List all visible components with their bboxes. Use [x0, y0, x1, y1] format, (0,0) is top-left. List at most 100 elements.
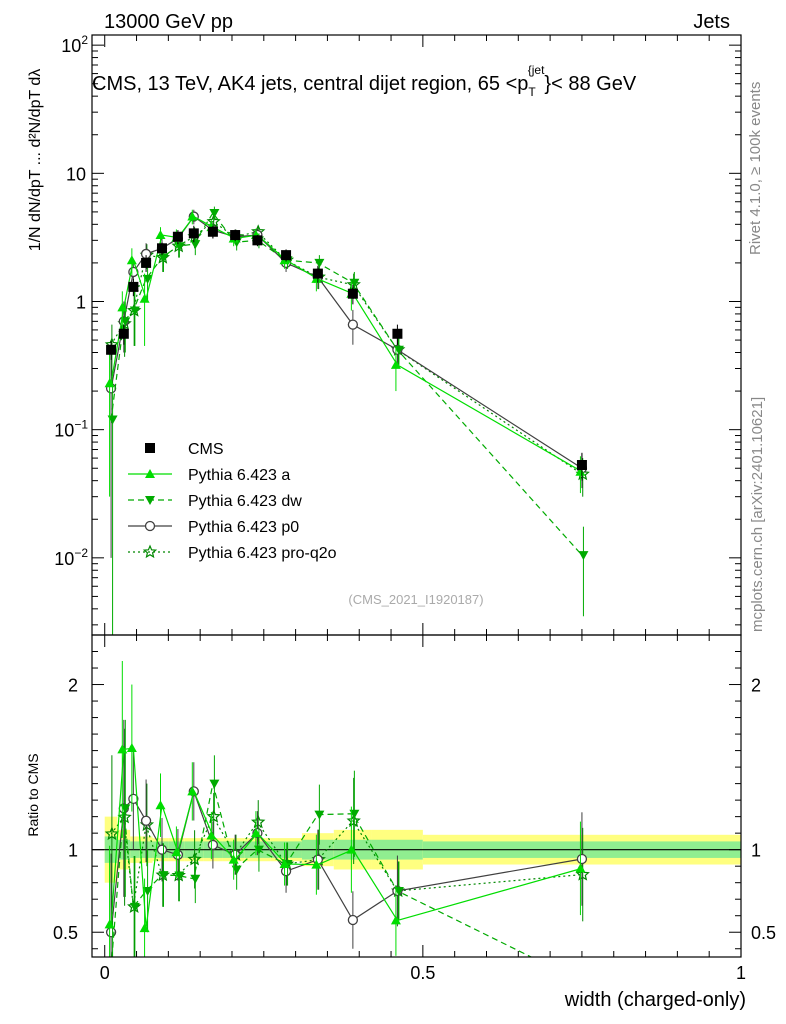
legend-label: Pythia 6.423 a: [188, 467, 290, 484]
data-point: [172, 231, 183, 242]
data-point: [190, 240, 201, 250]
data-point: [106, 344, 117, 355]
data-point: [576, 460, 587, 471]
series-cms: [106, 225, 587, 481]
ratio-point: [206, 809, 221, 823]
chart-title-pre: CMS, 13 TeV, AK4 jets, central dijet reg…: [92, 73, 528, 95]
data-point: [346, 277, 361, 291]
ratio-point: [117, 744, 128, 754]
y-axis-label-main: 1/N dN/dpT ... d²N/dpT dλ: [27, 69, 44, 252]
ratio-panel: 0 0.5 10.5 0.51 12 2: [53, 634, 776, 987]
chart-title-post: }< 88 GeV: [544, 73, 636, 95]
chart-title: CMS, 13 TeV, AK4 jets, central dijet reg…: [92, 63, 637, 99]
data-point: [139, 293, 150, 303]
legend-entry: Pythia 6.423 dw: [128, 493, 302, 510]
data-point: [347, 319, 359, 330]
main-series: [104, 206, 590, 635]
y-axis-label-ratio: Ratio to CMS: [25, 753, 41, 836]
ratio-point: [128, 793, 139, 805]
ratio-point: [104, 826, 120, 841]
ratio-frame: [91, 634, 742, 958]
ratio-point: [576, 853, 588, 865]
data-point: [187, 211, 198, 221]
data-point: [104, 378, 115, 388]
data-point: [188, 228, 199, 239]
ratio-y-tick-label-right: 0.5: [751, 923, 776, 943]
series-pythia-6-423-a: [104, 209, 586, 497]
ratio-point: [156, 844, 168, 855]
ratio-y-tick-label: 1: [68, 841, 78, 861]
analysis-id: (CMS_2021_I1920187): [348, 592, 483, 607]
y-tick-label: 10−1: [54, 418, 88, 441]
ratio-line: [110, 815, 582, 907]
ratio-line: [111, 783, 533, 957]
legend-entry: CMS: [145, 441, 224, 458]
category-label: Jets: [693, 11, 730, 33]
series-line: [110, 215, 583, 473]
legend-entry: Pythia 6.423 p0: [128, 519, 299, 536]
ratio-point: [209, 779, 220, 789]
x-tick-label: 1: [736, 963, 746, 983]
legend-marker: [145, 469, 155, 478]
legend-label: Pythia 6.423 pro-q2o: [188, 545, 337, 562]
series-pythia-6-423-pro-q2o: [104, 214, 590, 497]
series-line: [110, 211, 583, 556]
ratio-pythia-6-423-a: [104, 660, 586, 957]
ratio-point: [158, 871, 169, 881]
ratio-point: [279, 859, 290, 869]
y-tick-label: 10: [66, 164, 86, 184]
data-point: [155, 230, 166, 240]
data-point: [281, 250, 292, 261]
ratio-point: [578, 978, 588, 987]
legend: CMS Pythia 6.423 a Pythia 6.423 dw Pythia 6…: [128, 441, 337, 562]
data-point: [141, 257, 152, 268]
ratio-point: [346, 813, 361, 828]
legend-label: CMS: [188, 441, 224, 458]
ratio-point: [311, 859, 322, 869]
y-label-text: 1/N dN/dpT ... d²N/dpT dλ: [27, 69, 44, 252]
legend-entry: Pythia 6.423 a: [128, 467, 290, 484]
y-tick-exp: −1: [74, 418, 88, 432]
data-point: [128, 281, 139, 292]
y-tick-base: 10: [54, 421, 74, 441]
ratio-point: [575, 863, 586, 873]
ratio-point: [346, 844, 357, 854]
ratio-point: [190, 874, 201, 884]
ratio-point: [140, 815, 152, 826]
rivet-label: Rivet 4.1.0, ≥ 100k events: [747, 82, 764, 255]
data-point: [126, 255, 137, 265]
ratio-point: [314, 810, 325, 820]
data-point: [578, 551, 589, 561]
data-point: [156, 243, 167, 254]
data-point: [117, 302, 128, 312]
legend-marker: [142, 544, 158, 559]
y-tick-label: 10−2: [54, 546, 88, 569]
ratio-point: [250, 828, 261, 838]
series-pythia-6-423-p0: [105, 209, 588, 558]
x-tick-label: 0.5: [410, 963, 435, 983]
ratio-point: [187, 851, 202, 866]
ratio-point: [347, 914, 359, 926]
data-point: [118, 328, 129, 339]
ratio-point: [129, 902, 140, 912]
ratio-series: [104, 660, 590, 987]
y-tick-label: 102: [61, 33, 88, 56]
data-point: [207, 226, 218, 237]
y-tick-exp: 2: [81, 33, 88, 47]
y-tick-base: 10: [61, 36, 81, 56]
ratio-point: [104, 919, 115, 929]
ratio-point: [207, 839, 219, 851]
data-point: [347, 288, 358, 299]
y-tick-base: 10: [54, 549, 74, 569]
data-point: [129, 306, 140, 316]
data-point: [312, 268, 323, 279]
chart-title-sub: T: [528, 85, 536, 99]
x-axis-label: width (charged-only): [564, 989, 746, 1011]
data-point: [158, 253, 169, 263]
ratio-point: [575, 867, 590, 881]
energy-label: 13000 GeV pp: [104, 11, 233, 33]
data-point: [209, 209, 220, 219]
chart-title-sup: {jet: [528, 63, 545, 77]
y-tick-label: 1: [76, 292, 86, 312]
